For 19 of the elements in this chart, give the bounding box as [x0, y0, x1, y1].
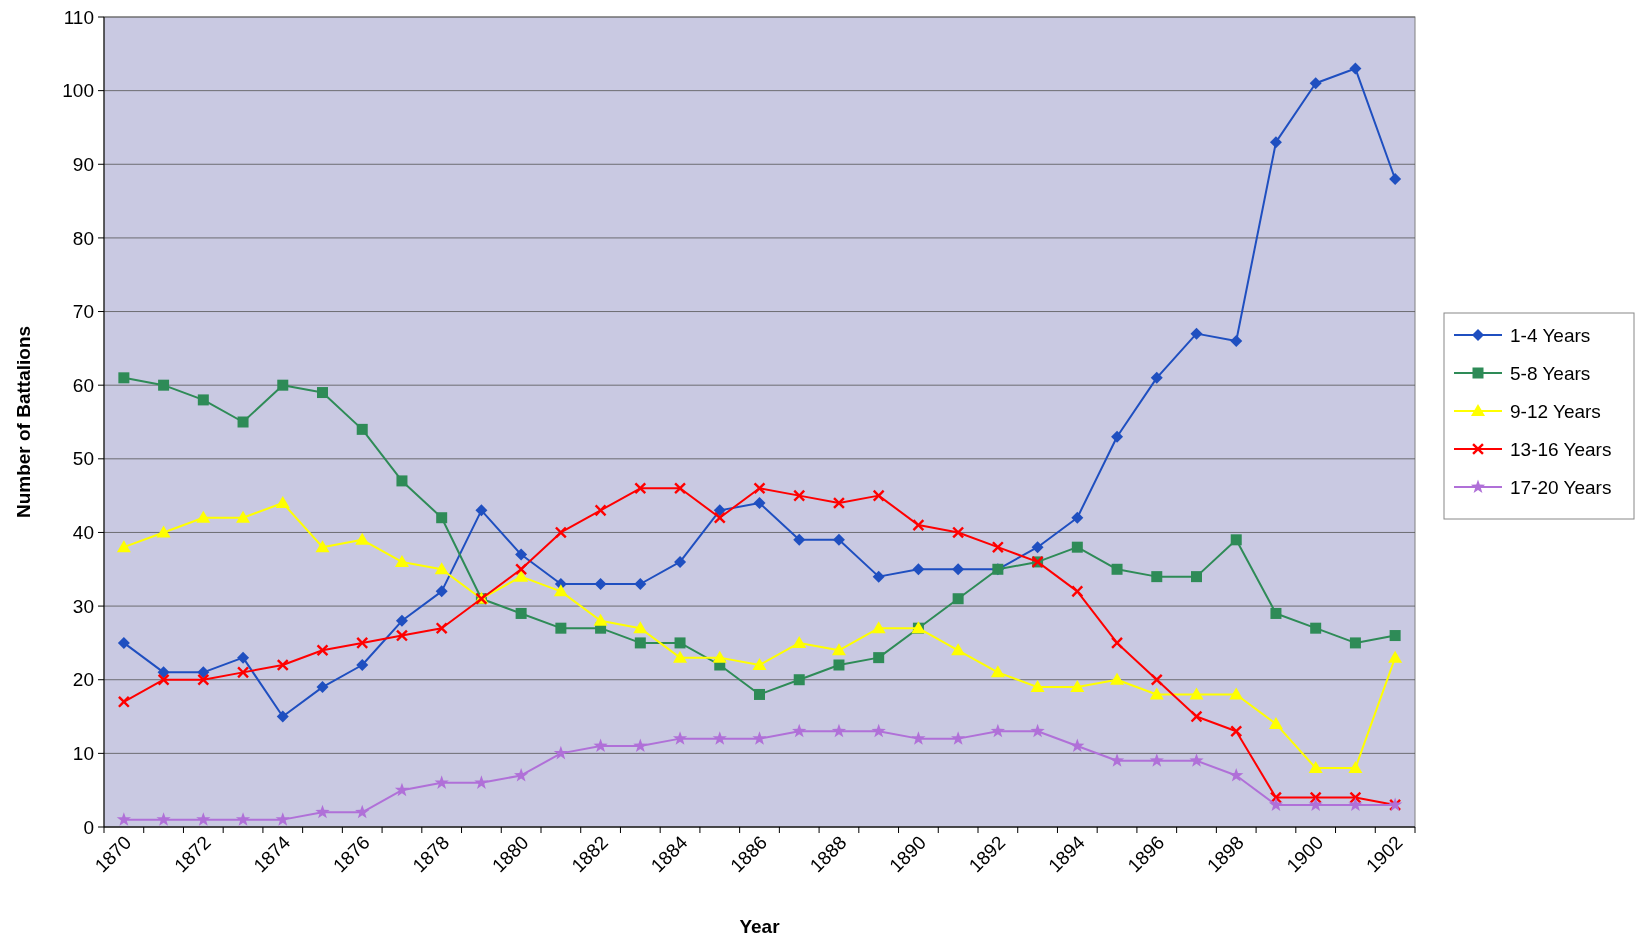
y-tick-label: 60: [72, 374, 94, 396]
legend-label: 17-20 Years: [1510, 476, 1612, 498]
y-tick-label: 100: [62, 80, 94, 102]
y-tick-label: 70: [72, 301, 94, 323]
y-tick-label: 90: [72, 153, 94, 175]
legend-label: 9-12 Years: [1510, 400, 1601, 422]
y-tick-label: 110: [63, 6, 94, 28]
legend-label: 1-4 Years: [1510, 324, 1591, 346]
y-tick-label: 50: [72, 448, 94, 470]
x-axis-title: Year: [739, 916, 781, 937]
y-tick-label: 40: [72, 522, 94, 544]
y-tick-label: 0: [83, 816, 94, 838]
y-axis-title: Number of Battalions: [13, 325, 34, 519]
legend-label: 13-16 Years: [1510, 438, 1612, 460]
y-tick-label: 30: [72, 595, 94, 617]
y-tick-label: 10: [72, 743, 94, 765]
y-tick-label: 80: [72, 227, 94, 249]
legend-label: 5-8 Years: [1510, 362, 1591, 384]
y-tick-label: 20: [72, 669, 94, 691]
